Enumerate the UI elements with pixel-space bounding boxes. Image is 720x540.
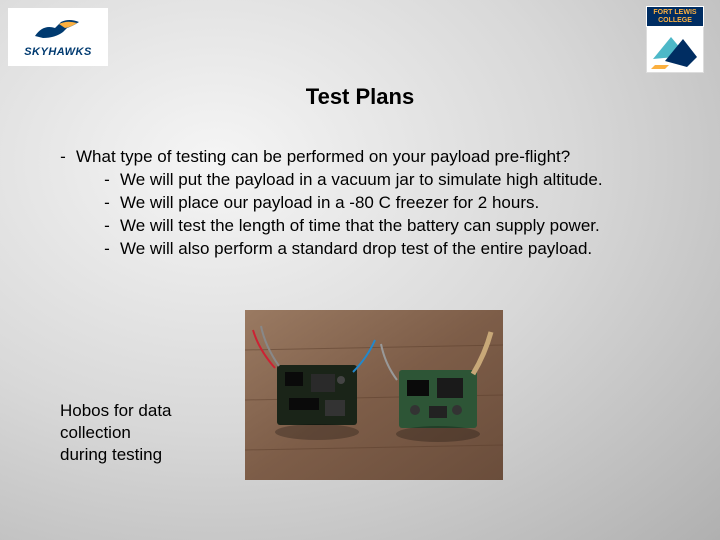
- flc-line2: COLLEGE: [647, 17, 703, 25]
- sub-item-text: We will test the length of time that the…: [120, 215, 600, 238]
- hobos-photo: [245, 310, 503, 480]
- sub-item-text: We will place our payload in a -80 C fre…: [120, 192, 539, 215]
- sub-bullet-dash: -: [94, 238, 120, 261]
- sub-item: - We will also perform a standard drop t…: [94, 238, 680, 261]
- sub-item: - We will test the length of time that t…: [94, 215, 680, 238]
- sub-bullet-dash: -: [94, 192, 120, 215]
- flc-header: FORT LEWIS COLLEGE: [646, 6, 704, 27]
- photo-caption: Hobos for data collection during testing: [60, 400, 200, 466]
- skyhawks-text: SKYHAWKS: [24, 46, 92, 58]
- content-area: - What type of testing can be performed …: [0, 110, 720, 261]
- skyhawk-bird-icon: [33, 16, 83, 44]
- sub-bullet-dash: -: [94, 169, 120, 192]
- sub-item-text: We will also perform a standard drop tes…: [120, 238, 592, 261]
- sub-item: - We will place our payload in a -80 C f…: [94, 192, 680, 215]
- flc-line1: FORT LEWIS: [647, 9, 703, 17]
- sub-bullet-dash: -: [94, 215, 120, 238]
- sub-list: - We will put the payload in a vacuum ja…: [50, 169, 680, 261]
- caption-line: Hobos for data: [60, 400, 200, 422]
- flc-body-icon: [646, 27, 704, 73]
- sub-item: - We will put the payload in a vacuum ja…: [94, 169, 680, 192]
- main-question-text: What type of testing can be performed on…: [76, 146, 570, 169]
- slide-title: Test Plans: [0, 0, 720, 110]
- sub-item-text: We will put the payload in a vacuum jar …: [120, 169, 603, 192]
- fort-lewis-logo: FORT LEWIS COLLEGE: [646, 6, 704, 76]
- caption-line: collection: [60, 422, 200, 444]
- main-bullet-item: - What type of testing can be performed …: [50, 146, 680, 169]
- bullet-dash: -: [50, 146, 76, 169]
- skyhawks-logo: SKYHAWKS: [8, 8, 108, 66]
- caption-line: during testing: [60, 444, 200, 466]
